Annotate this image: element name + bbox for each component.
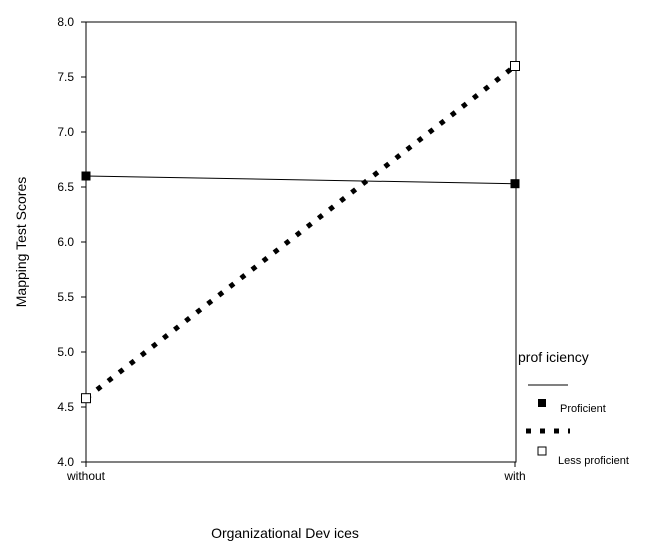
y-tick-label: 5.0 xyxy=(57,345,74,359)
y-tick-label: 7.0 xyxy=(57,125,74,139)
x-tick-label: with xyxy=(503,469,525,483)
legend-label-proficient: Proficient xyxy=(560,403,606,415)
y-tick-label: 4.5 xyxy=(57,400,74,414)
legend-marker-less-proficient xyxy=(537,446,547,456)
data-point-less-proficient xyxy=(81,393,91,404)
data-point-proficient xyxy=(510,179,520,189)
y-tick-label: 7.5 xyxy=(57,70,74,84)
data-point-less-proficient xyxy=(510,61,520,71)
legend-items: Proficient Less proficient xyxy=(526,384,629,467)
data-point-proficient xyxy=(81,171,91,181)
x-axis-title: Organizational Dev ices xyxy=(211,525,359,541)
y-tick-label: 6.5 xyxy=(57,180,74,194)
series-line-proficient xyxy=(85,175,516,185)
y-tick-label: 4.0 xyxy=(57,455,74,469)
x-axis-ticks: without with xyxy=(66,462,526,483)
legend-label-less-proficient: Less proficient xyxy=(558,455,629,467)
plot-frame xyxy=(85,21,517,463)
series-line-less-proficient xyxy=(84,64,517,401)
legend-marker-proficient xyxy=(538,399,546,407)
legend: prof iciency Proficient Less proficient xyxy=(518,349,629,467)
legend-title: prof iciency xyxy=(518,349,589,365)
y-tick-label: 8.0 xyxy=(57,15,74,29)
series-layer xyxy=(81,61,520,404)
y-tick-label: 5.5 xyxy=(57,290,74,304)
y-tick-label: 6.0 xyxy=(57,235,74,249)
y-axis-ticks: 4.0 4.5 5.0 5.5 6.0 6.5 7.0 7.5 8.0 xyxy=(57,15,86,469)
x-tick-label: without xyxy=(66,469,106,483)
y-axis-title: Mapping Test Scores xyxy=(13,177,29,307)
